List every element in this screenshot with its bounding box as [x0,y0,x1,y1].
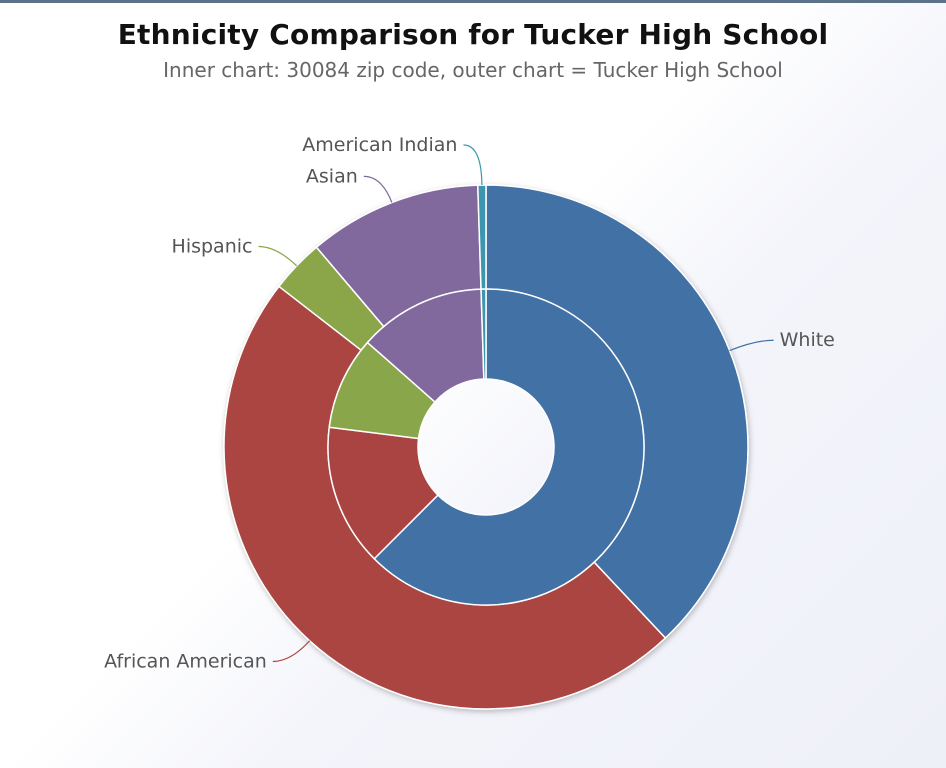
connector-american-indian [463,144,483,186]
label-american-indian: American Indian [302,134,457,156]
label-white: White [780,329,835,351]
label-hispanic: Hispanic [172,235,253,257]
connector-african-american [272,640,311,663]
connector-white [729,339,774,352]
label-african-american: African American [104,650,267,672]
connector-asian [363,175,393,203]
chart-title: Ethnicity Comparison for Tucker High Sch… [117,18,829,51]
connector-hispanic [258,245,298,267]
label-asian: Asian [306,165,358,187]
inner-slice-white[interactable] [373,288,645,606]
inner-slice-american-indian[interactable] [480,288,487,380]
chart-subtitle: Inner chart: 30084 zip code, outer chart… [163,58,783,82]
top-border [0,0,946,3]
